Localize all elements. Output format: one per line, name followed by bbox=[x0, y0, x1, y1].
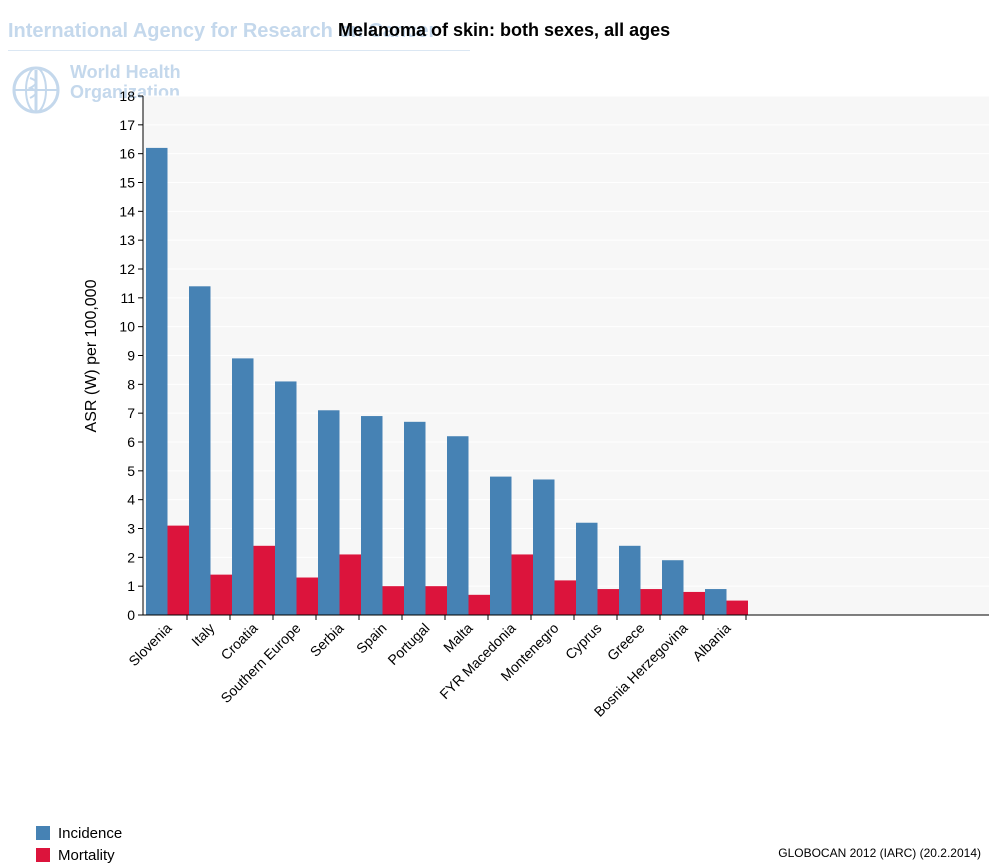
y-tick-label: 17 bbox=[119, 117, 135, 133]
legend-label-incidence: Incidence bbox=[58, 824, 123, 842]
bar-incidence-portugal bbox=[404, 421, 426, 615]
bar-incidence-bosnia-herzegovina bbox=[662, 560, 684, 615]
bar-incidence-italy bbox=[189, 286, 211, 615]
y-tick-label: 1 bbox=[127, 578, 135, 594]
bar-incidence-serbia bbox=[318, 410, 340, 615]
y-tick-label: 12 bbox=[119, 261, 135, 277]
bar-mortality-albania bbox=[726, 600, 748, 615]
y-tick-label: 2 bbox=[127, 549, 135, 565]
bar-mortality-portugal bbox=[425, 586, 447, 615]
bar-incidence-albania bbox=[705, 589, 727, 615]
bar-mortality-southern-europe bbox=[296, 577, 318, 615]
y-axis-label: ASR (W) per 100,000 bbox=[83, 279, 100, 432]
y-tick-label: 11 bbox=[120, 290, 135, 306]
legend: Incidence Mortality bbox=[36, 822, 122, 866]
watermark-divider bbox=[8, 50, 470, 51]
bar-mortality-serbia bbox=[339, 554, 361, 615]
bar-incidence-montenegro bbox=[533, 479, 555, 615]
bar-incidence-cyprus bbox=[576, 522, 598, 615]
x-tick-label: Albania bbox=[689, 620, 733, 664]
y-tick-label: 15 bbox=[119, 175, 135, 191]
chart-title: Melanoma of skin: both sexes, all ages bbox=[338, 20, 671, 40]
x-tick-label: Portugal bbox=[384, 620, 432, 668]
y-tick-label: 4 bbox=[127, 492, 135, 508]
legend-item-mortality: Mortality bbox=[36, 844, 122, 866]
y-tick-label: 18 bbox=[119, 88, 135, 104]
source-note: GLOBOCAN 2012 (IARC) (20.2.2014) bbox=[778, 846, 981, 860]
x-tick-label: Malta bbox=[440, 620, 476, 656]
x-tick-label: Italy bbox=[188, 620, 217, 649]
y-tick-label: 3 bbox=[127, 521, 135, 537]
x-tick-label: Cyprus bbox=[562, 620, 605, 663]
bars bbox=[146, 147, 748, 615]
x-tick-label: FYR Macedonia bbox=[436, 620, 518, 702]
bar-mortality-montenegro bbox=[554, 580, 576, 615]
y-tick-label: 13 bbox=[119, 232, 135, 248]
y-tick-label: 8 bbox=[127, 376, 135, 392]
bar-mortality-spain bbox=[382, 586, 404, 615]
y-tick-label: 0 bbox=[127, 607, 135, 623]
bar-incidence-fyr-macedonia bbox=[490, 476, 512, 615]
x-tick-label: Serbia bbox=[307, 620, 347, 660]
bar-mortality-greece bbox=[640, 589, 662, 615]
who-logo-icon bbox=[12, 66, 60, 114]
bar-incidence-slovenia bbox=[146, 147, 168, 615]
bar-incidence-croatia bbox=[232, 358, 254, 615]
bar-incidence-southern-europe bbox=[275, 381, 297, 615]
iarc-watermark: International Agency for Research on Can… bbox=[8, 20, 437, 42]
bar-mortality-malta bbox=[468, 594, 490, 615]
x-tick-label: Spain bbox=[353, 620, 390, 657]
bar-mortality-slovenia bbox=[167, 525, 189, 615]
x-tick-label: Southern Europe bbox=[217, 620, 303, 706]
legend-item-incidence: Incidence bbox=[36, 822, 122, 844]
bar-mortality-fyr-macedonia bbox=[511, 554, 533, 615]
y-tick-label: 16 bbox=[119, 146, 135, 162]
y-tick-label: 7 bbox=[127, 405, 135, 421]
y-tick-label: 14 bbox=[119, 203, 135, 219]
bar-incidence-spain bbox=[361, 416, 383, 615]
bar-mortality-cyprus bbox=[597, 589, 619, 615]
bar-mortality-croatia bbox=[253, 545, 275, 615]
y-tick-label: 5 bbox=[127, 463, 135, 479]
bar-mortality-bosnia-herzegovina bbox=[683, 591, 705, 615]
x-tick-label: Slovenia bbox=[125, 620, 174, 669]
bar-incidence-greece bbox=[619, 545, 641, 615]
legend-swatch-mortality bbox=[36, 848, 50, 862]
legend-label-mortality: Mortality bbox=[58, 846, 115, 864]
legend-swatch-incidence bbox=[36, 826, 50, 840]
bar-mortality-italy bbox=[210, 574, 232, 615]
y-tick-label: 6 bbox=[127, 434, 135, 450]
y-tick-label: 10 bbox=[119, 319, 135, 335]
y-tick-label: 9 bbox=[127, 348, 135, 364]
bar-incidence-malta bbox=[447, 436, 469, 615]
